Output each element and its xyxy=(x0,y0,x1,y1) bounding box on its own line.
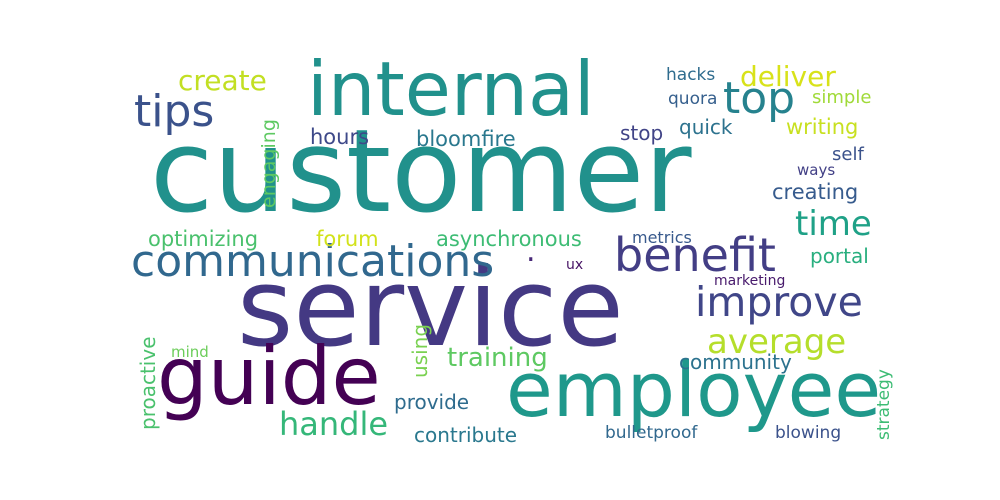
word-guide: guide xyxy=(157,330,381,423)
word-quora: quora xyxy=(668,89,718,109)
word-optimizing: optimizing xyxy=(148,227,259,251)
word-metrics: metrics xyxy=(632,228,692,247)
word-simple: simple xyxy=(812,87,872,108)
word-asynchronous: asynchronous xyxy=(436,227,582,251)
word-improve: improve xyxy=(695,278,863,326)
word-internal: internal xyxy=(307,45,595,133)
word-marketing: marketing xyxy=(714,273,786,289)
word-training: training xyxy=(447,343,548,373)
word-dot: . xyxy=(526,234,536,269)
word-creating: creating xyxy=(772,180,859,204)
word-contribute: contribute xyxy=(414,423,518,447)
word-community: community xyxy=(679,350,792,374)
word-ux: ux xyxy=(566,257,584,273)
word-proactive: proactive xyxy=(136,336,160,430)
word-portal: portal xyxy=(810,244,869,268)
word-stop: stop xyxy=(620,121,664,145)
word-time: time xyxy=(795,204,872,244)
word-self: self xyxy=(832,144,864,165)
word-deliver: deliver xyxy=(740,60,836,93)
word-strategy: strategy xyxy=(874,369,894,440)
word-create: create xyxy=(178,64,267,97)
word-hacks: hacks xyxy=(666,65,716,85)
word-hours: hours xyxy=(310,125,370,149)
word-service: service xyxy=(237,246,624,371)
word-tips: tips xyxy=(134,86,215,137)
word-using: using xyxy=(408,323,432,378)
word-communications: communications xyxy=(131,236,495,287)
word-handle: handle xyxy=(279,405,389,443)
word-forum: forum xyxy=(316,227,379,251)
word-quick: quick xyxy=(679,115,733,139)
word-bloomfire: bloomfire xyxy=(416,127,516,151)
word-bulletproof: bulletproof xyxy=(605,423,698,443)
word-benefit: benefit xyxy=(614,228,776,282)
word-average: average xyxy=(707,322,847,362)
word-top: top xyxy=(723,73,796,124)
word-employee: employee xyxy=(506,345,882,434)
word-customer: customer xyxy=(150,105,692,239)
word-ways: ways xyxy=(797,161,836,179)
word-provide: provide xyxy=(394,390,470,414)
word-writing: writing xyxy=(786,115,859,139)
word-engaging: engaging xyxy=(258,119,280,208)
word-blowing: blowing xyxy=(775,423,842,443)
word-mind: mind xyxy=(171,343,209,361)
